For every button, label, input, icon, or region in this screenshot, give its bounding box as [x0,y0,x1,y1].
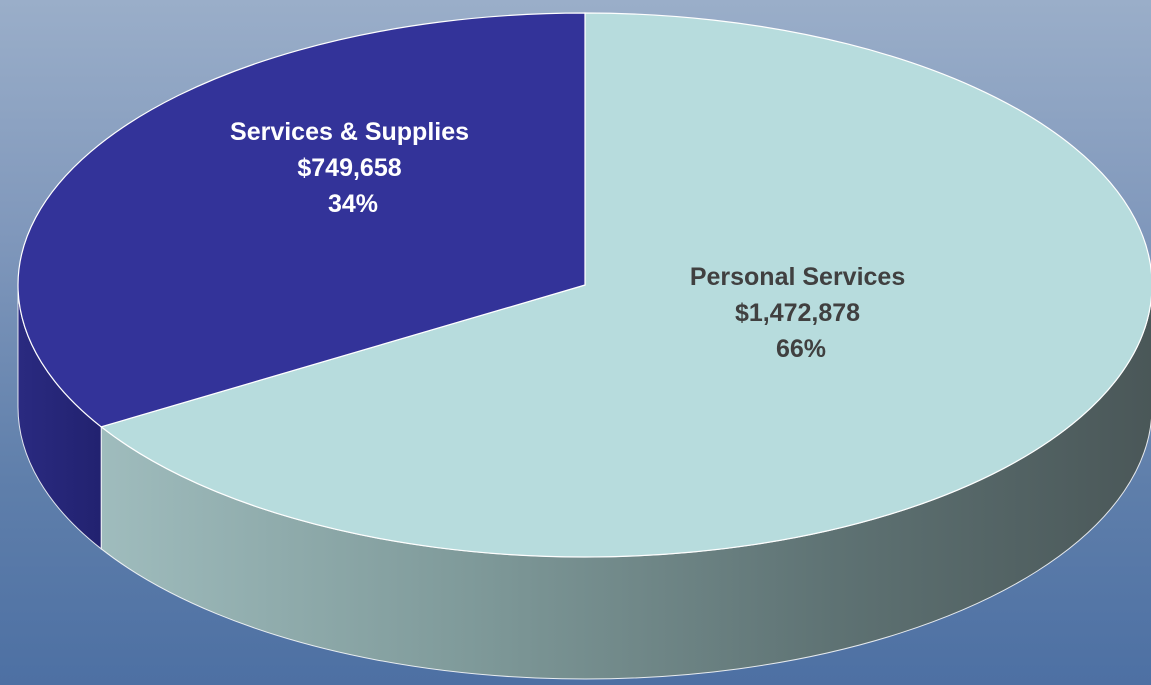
slice-label-personal-services-percent: 66% [776,335,826,363]
pie-tops [17,12,1151,558]
slice-label-personal-services-value: $1,472,878 [735,299,860,327]
slice-label-services-supplies: Services & Supplies $749,658 34% [230,118,476,218]
slice-label-services-supplies-value: $749,658 [297,154,401,182]
slice-label-services-supplies-name: Services & Supplies [230,118,469,146]
slice-label-personal-services-name: Personal Services [690,263,905,291]
slice-label-services-supplies-percent: 34% [328,190,378,218]
slice-label-personal-services: Personal Services $1,472,878 66% [690,263,912,363]
pie-labels: Services & Supplies $749,658 34% Persona… [230,118,912,363]
pie-slice-personal-services [99,12,1151,558]
pie-slice-services-supplies [17,12,586,428]
